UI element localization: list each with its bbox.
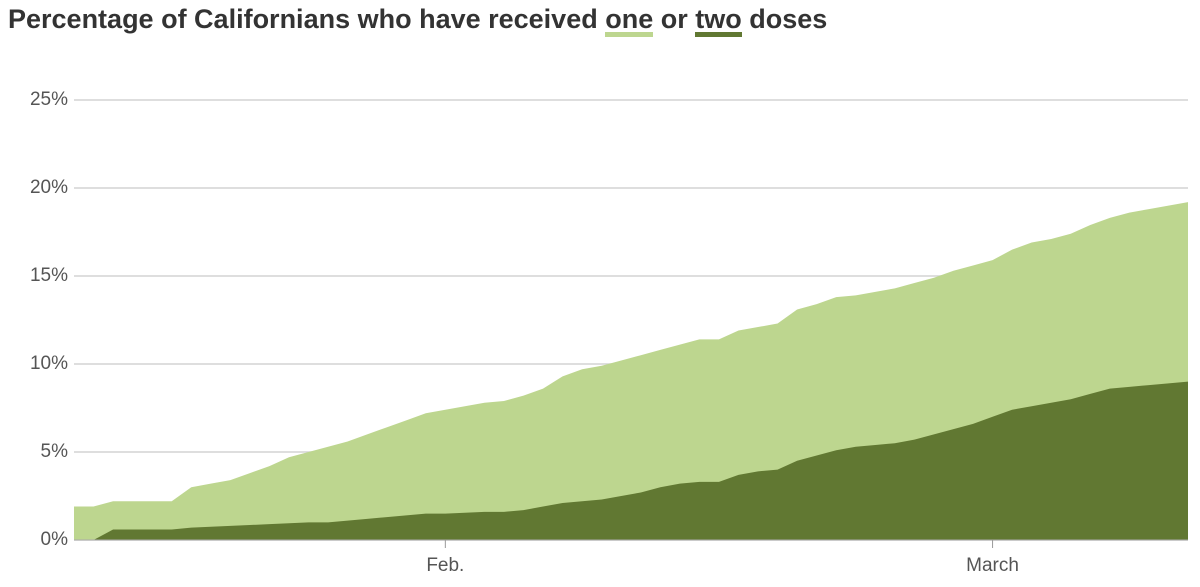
area <box>93 381 1189 540</box>
x-tick-label: Feb. <box>426 555 464 576</box>
y-tick-label: 15% <box>30 265 68 286</box>
y-tick-label: 10% <box>30 353 68 374</box>
y-tick-label: 0% <box>41 529 69 550</box>
y-tick-label: 5% <box>41 441 69 462</box>
x-tick-label: March <box>966 555 1019 576</box>
legend-entry: one <box>605 6 654 37</box>
title-text: doses <box>749 4 828 34</box>
y-tick-label: 20% <box>30 177 68 198</box>
legend-entry: two <box>695 6 742 37</box>
title-text: or <box>660 4 688 34</box>
y-tick-label: 25% <box>30 89 68 110</box>
chart-title: Percentage of Californians who have rece… <box>8 4 827 37</box>
title-text: Percentage of Californians who have rece… <box>8 4 598 34</box>
